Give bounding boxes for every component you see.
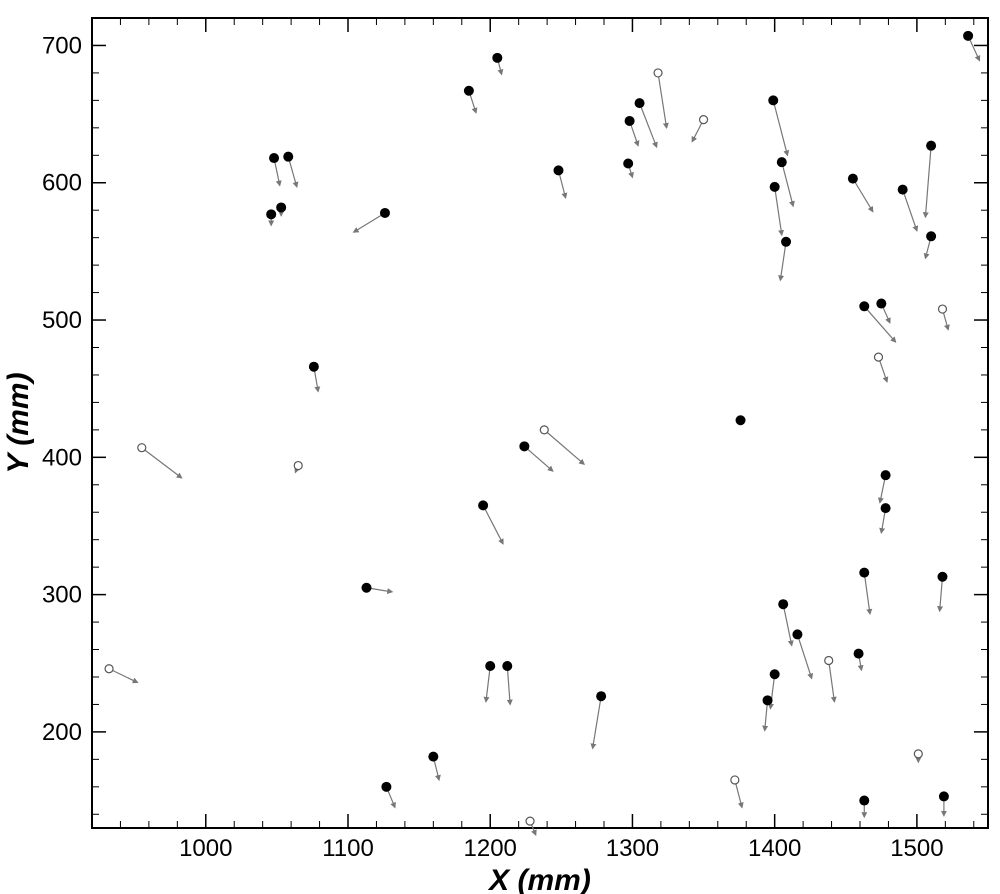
data-point bbox=[276, 202, 286, 212]
data-point bbox=[623, 159, 633, 169]
data-point-open bbox=[138, 444, 146, 452]
y-tick-label: 500 bbox=[42, 307, 82, 334]
data-point bbox=[854, 649, 864, 659]
vector-trail bbox=[507, 666, 510, 704]
vector-trail bbox=[483, 505, 503, 543]
data-point bbox=[926, 141, 936, 151]
data-point-open bbox=[540, 426, 548, 434]
data-point bbox=[848, 174, 858, 184]
x-tick-label: 1500 bbox=[890, 835, 943, 862]
data-point-open bbox=[914, 750, 922, 758]
data-point bbox=[763, 695, 773, 705]
data-point bbox=[283, 152, 293, 162]
data-point bbox=[381, 782, 391, 792]
y-axis-label: Y (mm) bbox=[2, 372, 35, 473]
y-tick-label: 300 bbox=[42, 582, 82, 609]
data-point bbox=[792, 629, 802, 639]
data-point bbox=[768, 95, 778, 105]
vector-trail bbox=[864, 306, 895, 342]
vector-trail bbox=[925, 146, 931, 217]
x-tick-label: 1300 bbox=[606, 835, 659, 862]
vector-trail bbox=[109, 669, 137, 683]
vector-trail bbox=[864, 573, 870, 614]
x-tick-label: 1100 bbox=[322, 835, 374, 862]
x-tick-label: 1200 bbox=[464, 835, 517, 862]
data-point bbox=[937, 572, 947, 582]
data-point bbox=[553, 165, 563, 175]
data-point bbox=[736, 415, 746, 425]
vector-trail bbox=[775, 187, 782, 235]
data-point bbox=[309, 362, 319, 372]
data-point-open bbox=[294, 462, 302, 470]
data-point-open bbox=[938, 305, 946, 313]
data-point bbox=[881, 503, 891, 513]
y-tick-label: 400 bbox=[42, 444, 82, 471]
vector-trail bbox=[780, 242, 786, 280]
data-point-open bbox=[654, 69, 662, 77]
vector-trails bbox=[109, 36, 979, 835]
y-tick-label: 600 bbox=[42, 170, 82, 197]
data-point bbox=[859, 796, 869, 806]
data-point bbox=[361, 583, 371, 593]
scatter-vector-chart: 1000 1100 1200 1300 1400 1500 200 300 400 500 600 7… bbox=[0, 0, 1000, 894]
data-point bbox=[502, 661, 512, 671]
x-tick-label: 1000 bbox=[179, 835, 232, 862]
data-point-open bbox=[825, 657, 833, 665]
vector-trail bbox=[640, 103, 657, 147]
vector-trail bbox=[773, 100, 787, 155]
vector-trail bbox=[658, 73, 667, 128]
data-point bbox=[428, 752, 438, 762]
data-point bbox=[898, 185, 908, 195]
data-point-open bbox=[105, 665, 113, 673]
data-point bbox=[778, 599, 788, 609]
data-point bbox=[881, 470, 891, 480]
data-point bbox=[485, 661, 495, 671]
vector-trail bbox=[797, 634, 811, 678]
data-point bbox=[770, 182, 780, 192]
data-point bbox=[492, 53, 502, 63]
data-point bbox=[519, 441, 529, 451]
vector-trail bbox=[544, 430, 584, 464]
data-point-open bbox=[526, 817, 534, 825]
data-point bbox=[859, 301, 869, 311]
data-point bbox=[781, 237, 791, 247]
vector-trail bbox=[903, 190, 917, 231]
data-point-open bbox=[700, 116, 708, 124]
data-point bbox=[269, 153, 279, 163]
vector-trail bbox=[142, 448, 182, 478]
data-point bbox=[926, 231, 936, 241]
data-point bbox=[380, 208, 390, 218]
vector-trail bbox=[783, 604, 792, 645]
vector-trail bbox=[354, 213, 385, 232]
data-point bbox=[859, 568, 869, 578]
x-axis-label: X (mm) bbox=[487, 864, 591, 894]
data-point bbox=[939, 791, 949, 801]
data-point-open bbox=[874, 353, 882, 361]
vector-trail bbox=[853, 179, 873, 212]
x-tick-label: 1400 bbox=[748, 835, 801, 862]
data-point bbox=[770, 669, 780, 679]
y-tick-label: 200 bbox=[42, 719, 82, 746]
vector-trail bbox=[486, 666, 490, 702]
data-point bbox=[635, 98, 645, 108]
vector-trail bbox=[524, 446, 552, 471]
data-point bbox=[596, 691, 606, 701]
y-tick-label: 700 bbox=[42, 32, 82, 59]
data-point bbox=[876, 299, 886, 309]
data-point bbox=[963, 31, 973, 41]
data-point bbox=[625, 116, 635, 126]
data-point bbox=[478, 500, 488, 510]
vector-trail bbox=[782, 162, 793, 206]
data-point bbox=[464, 86, 474, 96]
plot-border bbox=[92, 18, 988, 828]
vector-trail bbox=[829, 661, 835, 702]
data-point bbox=[266, 209, 276, 219]
data-point bbox=[777, 157, 787, 167]
vector-trail bbox=[940, 577, 943, 611]
vector-trail bbox=[593, 696, 602, 748]
data-points bbox=[105, 31, 973, 825]
data-point-open bbox=[731, 776, 739, 784]
